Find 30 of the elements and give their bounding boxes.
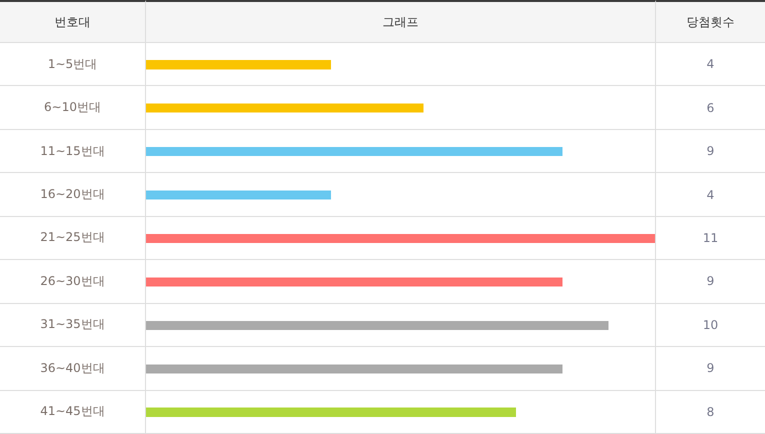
y-axis-title: 번호대 <box>0 0 146 43</box>
data-label: 4 <box>656 173 765 217</box>
chart-title: 그래프 <box>146 0 656 43</box>
bar <box>146 190 332 200</box>
bar <box>146 320 609 330</box>
data-label: 11 <box>656 216 765 260</box>
bar <box>146 147 562 156</box>
y-tick-label: 16~20번대 <box>0 173 146 217</box>
x-axis-title: 당첨횟수 <box>656 0 765 43</box>
data-label: 8 <box>656 390 765 434</box>
y-tick-label: 11~15번대 <box>0 130 146 174</box>
y-tick-label: 36~40번대 <box>0 347 146 391</box>
y-tick-label: 6~10번대 <box>0 86 146 130</box>
bar <box>146 234 655 244</box>
data-label: 9 <box>656 130 765 174</box>
bar <box>146 364 562 374</box>
data-label: 6 <box>656 86 765 130</box>
data-label: 9 <box>656 347 765 391</box>
bar <box>146 60 332 70</box>
y-tick-label: 26~30번대 <box>0 260 146 304</box>
y-tick-label: 41~45번대 <box>0 390 146 434</box>
data-label: 10 <box>656 304 765 348</box>
data-label: 9 <box>656 260 765 304</box>
data-label: 4 <box>656 43 765 86</box>
y-tick-label: 31~35번대 <box>0 304 146 348</box>
y-tick-label: 1~5번대 <box>0 43 146 86</box>
bar <box>146 104 424 113</box>
bar <box>146 408 516 417</box>
bar <box>146 277 562 287</box>
y-tick-label: 21~25번대 <box>0 216 146 260</box>
